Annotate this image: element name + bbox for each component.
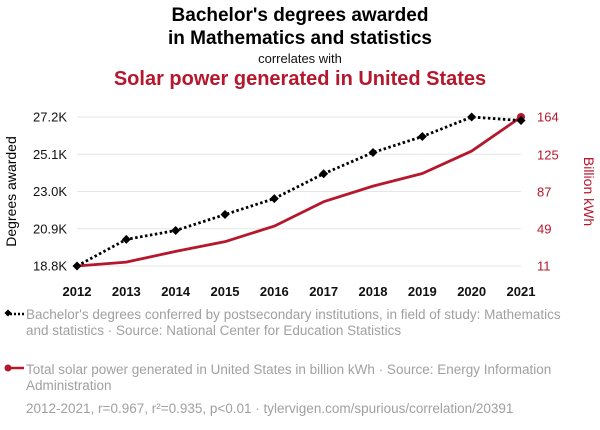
y-left-axis-title: Degrees awarded: [3, 136, 19, 247]
chart-svg: 18.8K 20.9K 23.0K 25.1K 27.2K 11 49 87 125 164 201…: [3, 110, 597, 300]
legend-item-series1: Bachelor's degrees conferred by postseco…: [4, 307, 584, 339]
series1-point: [220, 210, 230, 220]
y-left-tick-label: 25.1K: [33, 147, 67, 162]
correlates-with-label: correlates with: [258, 51, 342, 66]
y-right-tick-label: 164: [537, 110, 559, 125]
legend-item-series2: Total solar power generated in United St…: [4, 362, 584, 394]
chart-title: Bachelor's degrees awarded in Mathematic…: [0, 4, 600, 50]
series1-point: [467, 112, 477, 122]
chart-title-secondary: Solar power generated in United States: [113, 68, 487, 90]
series1-point: [516, 116, 526, 126]
series1-point: [72, 261, 82, 271]
x-tick-label: 2020: [457, 284, 486, 299]
legend-swatch-solid-circle: [4, 364, 24, 372]
x-tick-label: 2018: [359, 284, 388, 299]
chart-title-line2: in Mathematics and statistics: [168, 28, 432, 49]
y-left-tick-label: 23.0K: [33, 184, 67, 199]
y-left-tick-label: 20.9K: [33, 221, 67, 236]
x-tick-label: 2012: [63, 284, 92, 299]
series2-line: [76, 115, 522, 268]
series1-point: [319, 169, 329, 179]
x-tick-label: 2021: [507, 284, 536, 299]
legend-label-series2: Total solar power generated in United St…: [26, 362, 552, 393]
y-right-tick-label: 11: [537, 259, 551, 274]
series1-point: [417, 132, 427, 142]
series1-point: [121, 234, 131, 244]
y-right-tick-label: 87: [537, 184, 551, 199]
series1-point: [368, 147, 378, 157]
y-right-tick-label: 49: [537, 221, 551, 236]
x-tick-label: 2017: [309, 284, 338, 299]
footer-stats: 2012-2021, r=0.967, r²=0.935, p<0.01 · t…: [26, 401, 514, 416]
x-tick-label: 2019: [408, 284, 437, 299]
chart-title-line1: Bachelor's degrees awarded: [171, 5, 429, 26]
x-tick-label: 2016: [260, 284, 289, 299]
x-tick-label: 2013: [112, 284, 141, 299]
x-tick-label: 2015: [211, 284, 240, 299]
y-left-tick-label: 18.8K: [33, 259, 67, 274]
legend-swatch-dotted-diamond: [4, 309, 24, 317]
series1-point: [269, 194, 279, 204]
y-right-tick-label: 125: [537, 147, 559, 162]
legend-label-series1: Bachelor's degrees conferred by postseco…: [26, 307, 561, 338]
y-right-axis-title: Billion kWh: [581, 157, 597, 226]
series1-point: [171, 226, 181, 236]
x-tick-label: 2014: [161, 284, 191, 299]
series1-line: [76, 115, 522, 268]
y-left-tick-label: 27.2K: [33, 110, 67, 125]
